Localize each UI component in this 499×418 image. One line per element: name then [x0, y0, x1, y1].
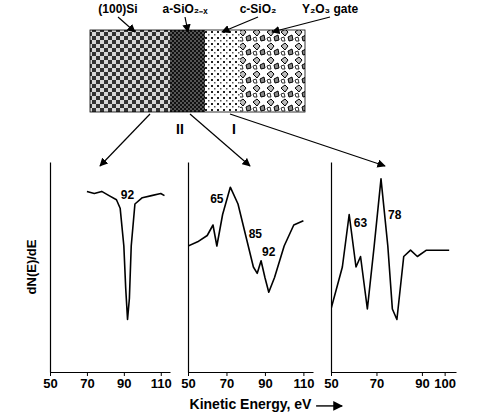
layer	[90, 30, 170, 112]
tick: 110	[151, 372, 172, 391]
axis-line	[51, 372, 171, 373]
panel-arrow	[100, 114, 150, 166]
spectrum-line	[331, 179, 449, 320]
x-axis: 50 70 90 110	[43, 372, 171, 391]
y-axis-title: dN(E)/dE	[24, 239, 39, 294]
layer-label: a-SiO₂₋ₓ	[162, 2, 208, 16]
tick: 90	[415, 372, 429, 391]
layer-label: (100)Si	[98, 2, 137, 16]
tick-label: 70	[220, 376, 234, 391]
layer-label: Y₂O₃ gate	[302, 2, 359, 16]
peak-label: 78	[388, 208, 402, 222]
tick: 70	[80, 372, 94, 391]
plot-area	[87, 191, 165, 319]
spectrum-panel: 50 70 90 110 65 85 92 Kinetic Energy, eV	[181, 163, 342, 413]
tick-label: 70	[370, 376, 384, 391]
layer	[170, 30, 205, 112]
tick-label: 90	[258, 376, 272, 391]
tick: 100	[434, 372, 456, 391]
axis-line	[331, 163, 332, 373]
tick: 90	[258, 372, 272, 391]
peak-label: 85	[249, 227, 263, 241]
tick: 50	[324, 372, 338, 391]
spectrum-panel: 50 70 90 100 63 78	[324, 163, 456, 392]
panel-arrow	[190, 114, 250, 166]
tick-label: 50	[324, 376, 338, 391]
schematic-frame	[90, 30, 305, 112]
tick-label: 110	[151, 376, 172, 391]
layer	[205, 30, 240, 112]
tick: 70	[370, 372, 384, 391]
plot-area	[188, 187, 303, 292]
peak-label: 63	[354, 216, 368, 230]
tick-label: 70	[80, 376, 94, 391]
peak-label: 65	[210, 192, 224, 206]
axis-line	[50, 163, 51, 373]
tick-label: 90	[415, 376, 429, 391]
tick: 70	[220, 372, 234, 391]
x-axis-title: Kinetic Energy, eV	[190, 396, 313, 412]
tick-label: 90	[117, 376, 131, 391]
y-axis	[188, 163, 189, 373]
layer-label: c-SiO₂	[240, 2, 277, 16]
axis-line	[188, 163, 189, 373]
tick: 110	[293, 372, 314, 391]
spectrum-line	[87, 191, 165, 319]
y-axis	[331, 163, 332, 373]
tick-label: 110	[293, 376, 314, 391]
axis-line	[332, 372, 457, 373]
axis-line	[189, 372, 314, 373]
spectrum-panel: 50 70 90 110 92 dN(E)/dE	[24, 163, 172, 392]
tick: 50	[181, 372, 195, 391]
peak-label: 92	[262, 245, 276, 259]
peak-label: 92	[121, 188, 135, 202]
tick-label: 100	[434, 376, 456, 391]
figure: (100)Sia-SiO₂₋ₓc-SiO₂Y₂O₃ gateIII5070901…	[0, 0, 499, 418]
tick: 50	[43, 372, 57, 391]
axis-title-arrow	[316, 405, 342, 406]
x-axis: 50 70 90 110	[181, 372, 314, 391]
tick-label: 50	[181, 376, 195, 391]
tick: 90	[117, 372, 131, 391]
layer-schematic: (100)Sia-SiO₂₋ₓc-SiO₂Y₂O₃ gateIII	[90, 2, 385, 166]
spectrum-line	[188, 187, 303, 292]
panel-arrow	[230, 114, 385, 166]
tick-label: 50	[43, 376, 57, 391]
region-label: II	[176, 121, 184, 137]
x-axis: 50 70 90 100	[324, 372, 456, 391]
plot-area	[331, 179, 449, 320]
layer	[240, 30, 305, 112]
y-axis	[50, 163, 51, 373]
region-label: I	[232, 121, 236, 137]
